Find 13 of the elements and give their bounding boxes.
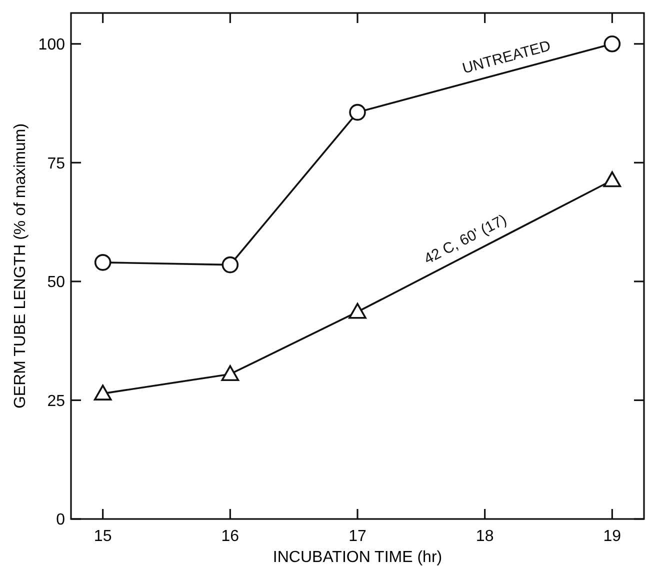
y-tick-label: 100 bbox=[38, 36, 66, 54]
x-tick-label: 16 bbox=[221, 528, 240, 545]
x-tick-label: 19 bbox=[603, 528, 622, 545]
x-tick-label: 18 bbox=[476, 528, 494, 545]
y-tick-label: 0 bbox=[56, 512, 66, 529]
y-tick-label: 50 bbox=[47, 274, 66, 292]
y-tick-label: 25 bbox=[47, 392, 66, 410]
x-tick-label: 17 bbox=[348, 528, 366, 545]
annotation: 42 C, 60' (17) bbox=[421, 211, 510, 268]
x-tick-label: 15 bbox=[94, 528, 112, 545]
x-axis-title: INCUBATION TIME (hr) bbox=[272, 549, 442, 566]
y-tick-label: 75 bbox=[47, 155, 66, 172]
y-axis-title: GERM TUBE LENGTH (% of maximum) bbox=[12, 123, 29, 409]
